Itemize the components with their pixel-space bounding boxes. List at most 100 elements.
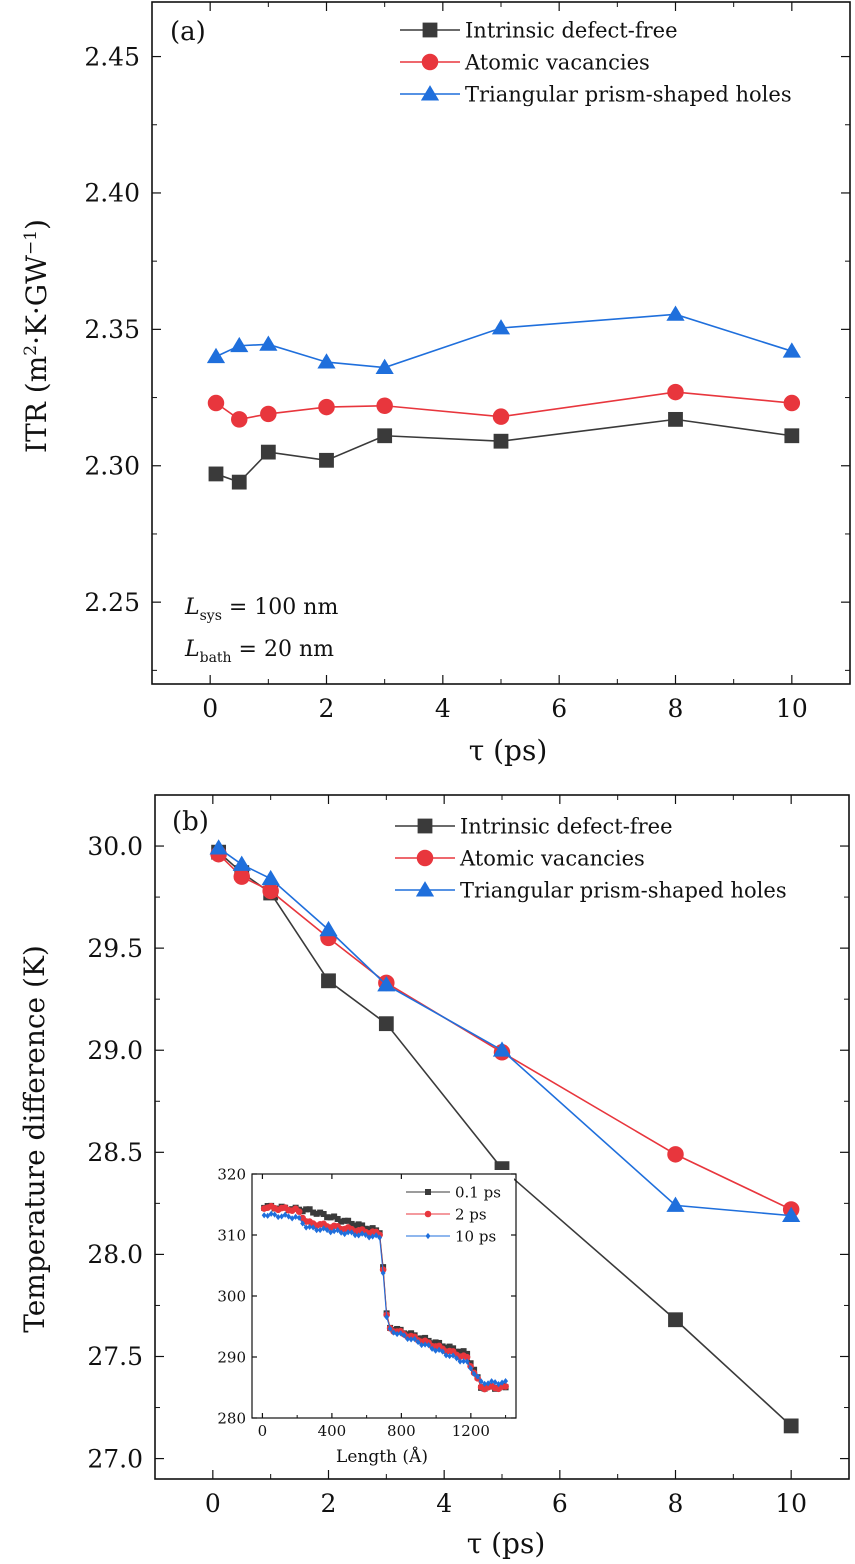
legend-label: Atomic vacancies xyxy=(459,846,645,870)
data-point-diamond xyxy=(293,1213,299,1220)
data-point-triangle xyxy=(317,353,336,369)
data-point-diamond xyxy=(454,1355,460,1362)
data-point-diamond xyxy=(405,1335,411,1343)
data-point-circle xyxy=(262,882,279,900)
x-tick-label: 0 xyxy=(258,1422,268,1440)
y-tick-label: 27.0 xyxy=(87,1444,143,1473)
data-point-diamond xyxy=(265,1212,271,1219)
y-tick-label: 28.5 xyxy=(87,1138,143,1167)
data-point-diamond xyxy=(345,1229,351,1236)
data-point-triangle xyxy=(206,347,226,364)
x-tick-label: 2 xyxy=(321,1489,337,1518)
data-point-diamond xyxy=(492,1379,498,1386)
data-point-diamond xyxy=(272,1211,278,1218)
data-point-diamond xyxy=(317,1226,323,1234)
series-line xyxy=(218,853,792,1211)
legend-label: 0.1 ps xyxy=(455,1183,501,1201)
svg-text:Lsys = 100 nm: Lsys = 100 nm xyxy=(184,595,338,624)
data-point-square xyxy=(208,466,224,482)
data-point-diamond xyxy=(422,1341,428,1348)
data-point-square xyxy=(306,1206,313,1213)
data-point-diamond xyxy=(363,1231,369,1239)
data-point-diamond xyxy=(261,1212,267,1219)
panel-a: 0 2 4 6 8 10 2.25 2.30 2.35 2.40 2.45 (a) τ (ps) I… xyxy=(20,1,851,767)
y-tick-label: 2.35 xyxy=(84,315,140,344)
y-tick-label: 300 xyxy=(217,1287,246,1305)
data-point-square xyxy=(493,433,509,449)
data-point-diamond xyxy=(387,1325,393,1332)
data-point-diamond xyxy=(450,1352,456,1359)
data-point-diamond xyxy=(335,1227,341,1234)
y-tick-label: 2.40 xyxy=(84,179,140,208)
svg-text:Lbath = 20 nm: Lbath = 20 nm xyxy=(184,637,334,666)
data-point-diamond xyxy=(401,1332,407,1339)
y-tick-label: 290 xyxy=(217,1348,246,1366)
x-tick-label: 0 xyxy=(205,1489,221,1518)
series-line xyxy=(218,847,792,1217)
y-axis-label-b: Temperature difference (K) xyxy=(18,945,51,1333)
x-tick-label: 10 xyxy=(776,694,808,723)
x-tick-label: 4 xyxy=(436,1489,452,1518)
data-point-diamond xyxy=(377,1234,383,1241)
x-tick-label: 2 xyxy=(319,694,335,723)
data-point-diamond xyxy=(478,1378,484,1385)
data-point-diamond xyxy=(436,1346,442,1353)
data-point-square xyxy=(783,1418,799,1434)
data-point-diamond xyxy=(485,1380,491,1387)
data-point-triangle xyxy=(666,1196,685,1212)
data-point-square xyxy=(321,973,336,989)
data-point-triangle xyxy=(209,839,228,855)
annotation-lsys: Lsys = 100 nm xyxy=(184,595,338,624)
y-tick-label: 28.0 xyxy=(87,1240,143,1269)
legend-marker-circle xyxy=(424,1210,432,1218)
y-tick-label: 2.45 xyxy=(84,42,140,71)
inset-chart: 0 400 800 1200 280 290 300 310 320 Length (Å) 0.… xyxy=(217,1165,517,1467)
data-point-diamond xyxy=(359,1230,365,1237)
legend-marker-square xyxy=(417,818,433,834)
data-point-diamond xyxy=(398,1330,404,1337)
data-point-square xyxy=(319,452,334,468)
legend-label: 2 ps xyxy=(455,1205,487,1223)
data-point-circle xyxy=(207,394,225,412)
data-point-square xyxy=(668,1312,683,1328)
data-point-square xyxy=(345,1217,352,1224)
legend-marker-triangle xyxy=(420,85,440,101)
x-tick-label: 1200 xyxy=(452,1422,490,1440)
data-point-diamond xyxy=(468,1365,474,1372)
y-tick-label: 2.30 xyxy=(84,452,140,481)
data-point-diamond xyxy=(471,1370,477,1377)
data-point-diamond xyxy=(380,1269,386,1277)
x-tick-label: 8 xyxy=(668,694,684,723)
data-point-diamond xyxy=(475,1373,481,1380)
x-axis-label-a: τ (ps) xyxy=(469,734,548,767)
series-line xyxy=(215,418,792,484)
y-tick-label: 280 xyxy=(217,1409,246,1427)
y-tick-label: 29.5 xyxy=(87,934,143,963)
data-point-triangle xyxy=(230,336,249,353)
legend-marker-circle xyxy=(421,53,439,71)
data-point-diamond xyxy=(464,1358,470,1365)
data-point-circle xyxy=(233,868,250,885)
data-point-diamond xyxy=(310,1224,316,1231)
x-tick-label: 10 xyxy=(775,1489,807,1518)
data-point-diamond xyxy=(426,1342,432,1349)
data-point-circle xyxy=(667,1146,684,1163)
data-point-diamond xyxy=(489,1378,495,1385)
data-point-diamond xyxy=(307,1223,313,1231)
legend-marker-triangle xyxy=(415,881,435,897)
data-point-triangle xyxy=(377,976,396,992)
data-point-diamond xyxy=(321,1225,327,1232)
data-point-diamond xyxy=(268,1210,274,1217)
y-tick-label: 29.0 xyxy=(87,1036,143,1065)
data-point-square xyxy=(231,474,247,490)
data-point-diamond xyxy=(503,1378,509,1385)
legend-label: 10 ps xyxy=(455,1227,496,1245)
data-point-square xyxy=(784,428,800,444)
y-tick-label: 30.0 xyxy=(87,832,143,861)
data-point-circle xyxy=(260,405,277,423)
series-line xyxy=(215,313,793,369)
annotation-lbath: Lbath = 20 nm xyxy=(184,637,334,666)
inset-x-axis-label: Length (Å) xyxy=(336,1446,428,1467)
legend-marker-square xyxy=(424,1189,431,1196)
